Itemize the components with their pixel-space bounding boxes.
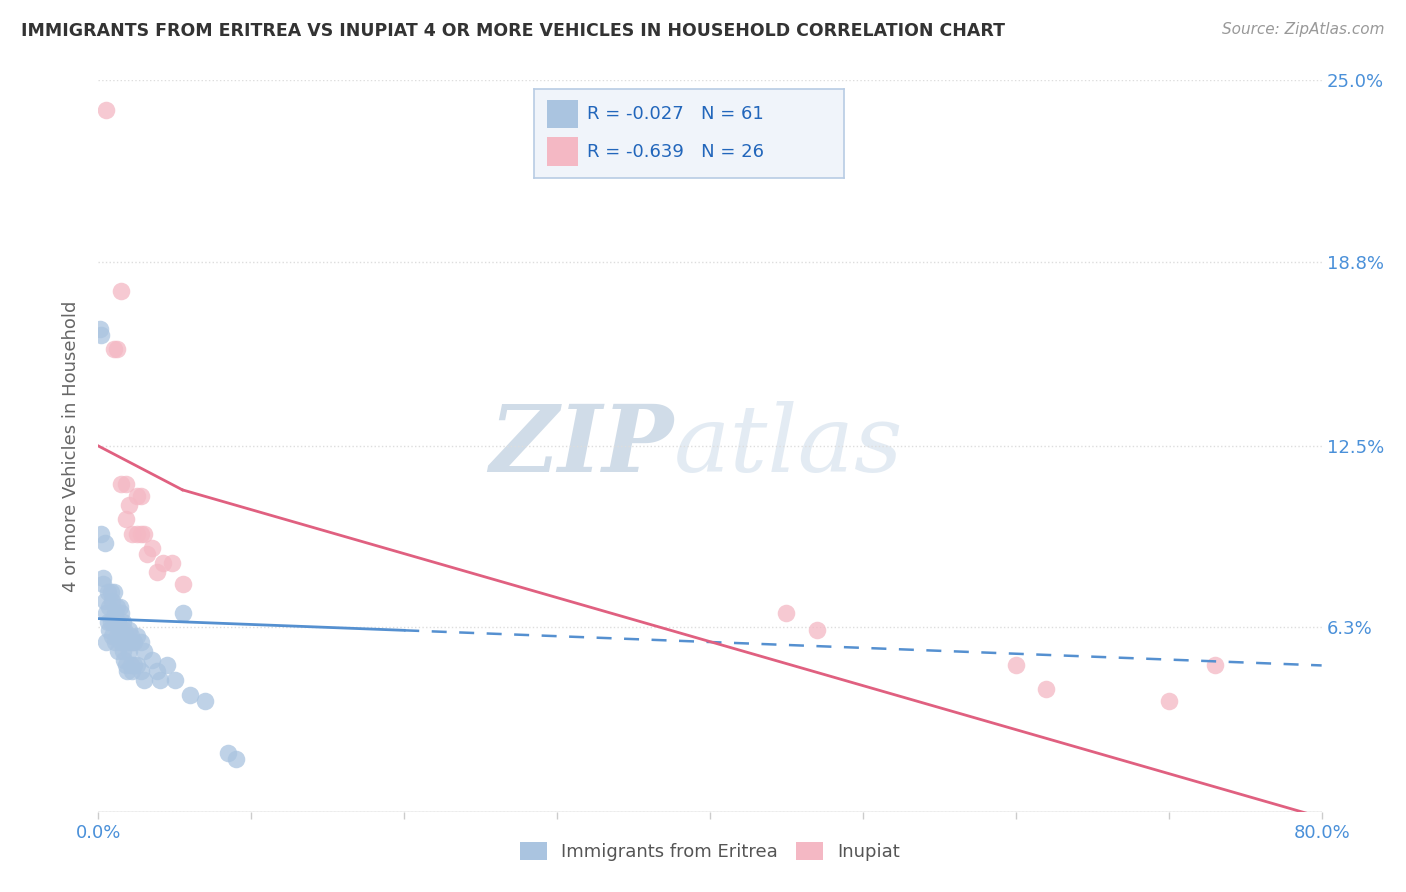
Point <box>129 635 152 649</box>
Point <box>97 585 120 599</box>
Point <box>125 629 148 643</box>
Point <box>90 327 112 342</box>
Point <box>1004 658 1026 673</box>
Point <box>110 477 132 491</box>
Point <box>110 635 132 649</box>
Point <box>225 752 247 766</box>
Point <box>94 606 117 620</box>
Point <box>100 615 122 629</box>
Point <box>89 322 111 336</box>
Point <box>134 526 156 541</box>
Point <box>98 624 121 638</box>
Point <box>145 565 167 579</box>
Point <box>141 541 163 556</box>
Point <box>806 624 828 638</box>
Bar <box>547 137 578 166</box>
Point <box>125 658 148 673</box>
Point <box>163 673 186 687</box>
Y-axis label: 4 or more Vehicles in Household: 4 or more Vehicles in Household <box>62 301 80 591</box>
Point <box>217 746 239 760</box>
Point <box>172 576 194 591</box>
Point <box>136 547 159 561</box>
Point <box>93 594 115 608</box>
Point <box>104 606 127 620</box>
Text: R = -0.027   N = 61: R = -0.027 N = 61 <box>586 105 763 123</box>
Point <box>107 644 129 658</box>
Point <box>115 658 138 673</box>
Point <box>134 644 156 658</box>
Point <box>112 652 135 666</box>
Point <box>122 635 145 649</box>
Point <box>110 606 132 620</box>
Text: IMMIGRANTS FROM ERITREA VS INUPIAT 4 OR MORE VEHICLES IN HOUSEHOLD CORRELATION C: IMMIGRANTS FROM ERITREA VS INUPIAT 4 OR … <box>21 22 1005 40</box>
Point <box>103 585 125 599</box>
Point <box>152 556 174 570</box>
Point <box>118 498 141 512</box>
Point <box>149 673 172 687</box>
Point <box>105 629 128 643</box>
Point <box>111 644 134 658</box>
Point <box>134 673 156 687</box>
Point <box>111 615 134 629</box>
Point <box>104 635 127 649</box>
Point <box>120 658 142 673</box>
Point <box>94 103 117 117</box>
Point <box>108 624 131 638</box>
Point <box>91 571 114 585</box>
Point <box>101 629 124 643</box>
Point <box>110 284 132 298</box>
Point <box>118 624 141 638</box>
Point <box>103 343 125 357</box>
Point <box>105 343 128 357</box>
Point <box>101 594 124 608</box>
Text: R = -0.639   N = 26: R = -0.639 N = 26 <box>586 143 763 161</box>
Point <box>98 599 121 614</box>
Point <box>115 477 138 491</box>
Point <box>121 526 143 541</box>
Point <box>112 624 135 638</box>
Point <box>121 635 143 649</box>
Point <box>1204 658 1226 673</box>
Point <box>97 615 120 629</box>
Point <box>117 665 139 679</box>
Point <box>194 693 217 707</box>
Text: ZIP: ZIP <box>489 401 673 491</box>
Point <box>100 585 122 599</box>
Point <box>117 635 139 649</box>
Point <box>108 599 131 614</box>
Text: atlas: atlas <box>673 401 903 491</box>
Point <box>115 629 138 643</box>
Point <box>115 512 138 526</box>
Point <box>141 652 163 666</box>
Point <box>1035 681 1057 696</box>
Bar <box>547 100 578 128</box>
Text: Source: ZipAtlas.com: Source: ZipAtlas.com <box>1222 22 1385 37</box>
Point <box>121 665 143 679</box>
Point <box>129 526 152 541</box>
Point <box>125 526 148 541</box>
Point <box>91 576 114 591</box>
Point <box>1157 693 1180 707</box>
Point <box>179 688 201 702</box>
Point <box>145 665 167 679</box>
Point <box>105 599 128 614</box>
Point <box>118 644 141 658</box>
Point <box>129 489 152 503</box>
Legend: Immigrants from Eritrea, Inupiat: Immigrants from Eritrea, Inupiat <box>513 835 907 869</box>
Point <box>122 658 145 673</box>
Point <box>93 535 115 549</box>
Point <box>156 658 179 673</box>
Point <box>107 615 129 629</box>
Point <box>90 526 112 541</box>
Point <box>103 615 125 629</box>
Point <box>94 635 117 649</box>
Point <box>172 606 194 620</box>
Point <box>125 489 148 503</box>
Point <box>129 665 152 679</box>
Point <box>775 606 797 620</box>
Point <box>120 629 142 643</box>
Point <box>160 556 183 570</box>
